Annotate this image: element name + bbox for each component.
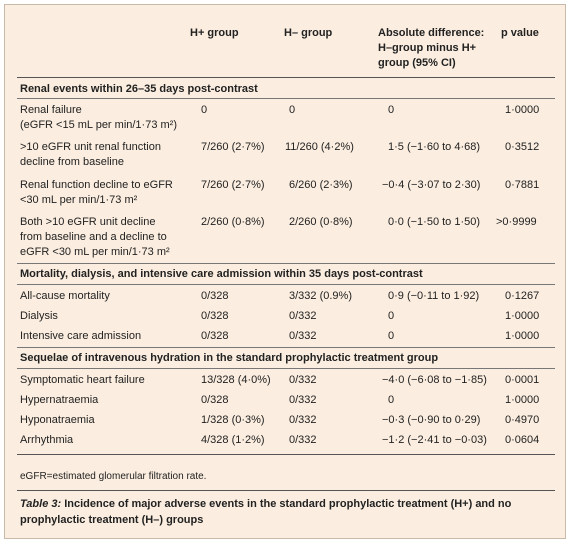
cell-difference: 1·5 (−1·60 to 4·68) [388, 141, 481, 153]
cell-h-plus: 0/328 [201, 394, 229, 406]
cell-difference: −1·2 (−2·41 to −0·03) [382, 434, 487, 446]
cell-h-plus: 2/260 (0·8%) [201, 216, 265, 228]
section-title-sequelae: Sequelae of intravenous hydration in the… [20, 352, 439, 364]
cell-difference: 0 [388, 394, 395, 406]
col-header-h-minus: H– group [284, 27, 333, 39]
cell-h-plus: 0 [201, 104, 208, 116]
cell-h-minus: 6/260 (2·3%) [289, 179, 353, 191]
cell-h-minus: 3/332 (0.9%) [289, 290, 352, 302]
cell-difference: −0·4 (−3·07 to 2·30) [382, 179, 481, 191]
cell-difference: −4·0 (−6·08 to −1·85) [382, 374, 487, 386]
cell-p-value: 0·0604 [505, 434, 540, 446]
cell-difference: 0·9 (−0·11 to 1·92) [388, 290, 480, 302]
cell-h-minus: 0/332 [289, 310, 317, 322]
table-caption: Table 3: Incidence of major adverse even… [20, 496, 555, 528]
cell-h-plus: 7/260 (2·7%) [201, 141, 265, 153]
cell-h-plus: 0/328 [201, 290, 229, 302]
section-divider [17, 284, 555, 285]
section-title-renal: Renal events within 26–35 days post-cont… [20, 83, 258, 95]
cell-difference: 0 [388, 330, 395, 342]
row-label: Dialysis [20, 310, 58, 322]
row-label: (eGFR <15 mL per min/1·73 m²) [20, 119, 177, 131]
cell-p-value: 0·4970 [505, 414, 540, 426]
caption-label: Table 3: [20, 498, 62, 510]
cell-p-value: >0·9999 [496, 216, 537, 228]
row-label: eGFR <30 mL per min/1·73 m² [20, 246, 170, 258]
col-header-p-value: p value [501, 27, 539, 39]
row-label: Hypernatraemia [20, 394, 99, 406]
header-divider [17, 77, 555, 78]
cell-difference: −0·3 (−0·90 to 0·29) [382, 414, 481, 426]
cell-difference: 0 [388, 104, 395, 116]
cell-h-minus: 0/332 [289, 374, 317, 386]
col-header-diff-line-3: group (95% CI) [378, 57, 456, 69]
cell-p-value: 0·0001 [505, 374, 540, 386]
cell-p-value: 0·7881 [505, 179, 540, 191]
cell-h-minus: 11/260 (4·2%) [285, 141, 354, 153]
row-label: >10 eGFR unit renal function [20, 141, 161, 153]
cell-p-value: 1·0000 [505, 394, 540, 406]
section-divider [17, 263, 555, 264]
cell-h-minus: 0/332 [289, 330, 317, 342]
table-bottom-rule [17, 454, 555, 455]
row-label: <30 mL per min/1·73 m² [20, 194, 138, 206]
cell-h-plus: 7/260 (2·7%) [201, 179, 265, 191]
section-divider [17, 98, 555, 99]
row-label: Both >10 eGFR unit decline [20, 216, 156, 228]
row-label: Renal function decline to eGFR [20, 179, 173, 191]
cell-h-minus: 2/260 (0·8%) [289, 216, 353, 228]
cell-p-value: 0·3512 [505, 141, 540, 153]
col-header-diff-line-2: H–group minus H+ [378, 42, 477, 54]
cell-h-plus: 4/328 (1·2%) [201, 434, 265, 446]
footnote: eGFR=estimated glomerular filtration rat… [20, 471, 207, 482]
cell-h-minus: 0/332 [289, 434, 317, 446]
cell-h-minus: 0 [289, 104, 296, 116]
row-label: Arrhythmia [20, 434, 74, 446]
table-panel: H+ group H– group Absolute difference: H… [4, 4, 566, 539]
row-label: decline from baseline [20, 156, 124, 168]
cell-h-plus: 1/328 (0·3%) [201, 414, 265, 426]
cell-h-minus: 0/332 [289, 414, 317, 426]
row-label: Intensive care admission [20, 330, 142, 342]
cell-h-plus: 0/328 [201, 310, 229, 322]
section-divider [17, 368, 555, 369]
cell-difference: 0 [388, 310, 395, 322]
row-label: from baseline and a decline to [20, 231, 167, 243]
row-label: All-cause mortality [20, 290, 110, 302]
section-divider [17, 347, 555, 348]
row-label: Symptomatic heart failure [20, 374, 145, 386]
row-label: Hyponatraemia [20, 414, 95, 426]
col-header-diff-line-1: Absolute difference: [378, 27, 485, 39]
caption-text: Incidence of major adverse events in the… [20, 498, 512, 526]
col-header-h-plus: H+ group [190, 27, 239, 39]
cell-p-value: 1·0000 [505, 310, 540, 322]
cell-h-minus: 0/332 [289, 394, 317, 406]
cell-p-value: 1·0000 [505, 330, 540, 342]
cell-h-plus: 0/328 [201, 330, 229, 342]
cell-p-value: 1·0000 [505, 104, 540, 116]
row-label: Renal failure [20, 104, 82, 116]
cell-difference: 0·0 (−1·50 to 1·50) [388, 216, 481, 228]
caption-rule [17, 490, 555, 491]
section-title-mortality: Mortality, dialysis, and intensive care … [20, 268, 423, 280]
cell-p-value: 0·1267 [505, 290, 540, 302]
cell-h-plus: 13/328 (4·0%) [201, 374, 271, 386]
